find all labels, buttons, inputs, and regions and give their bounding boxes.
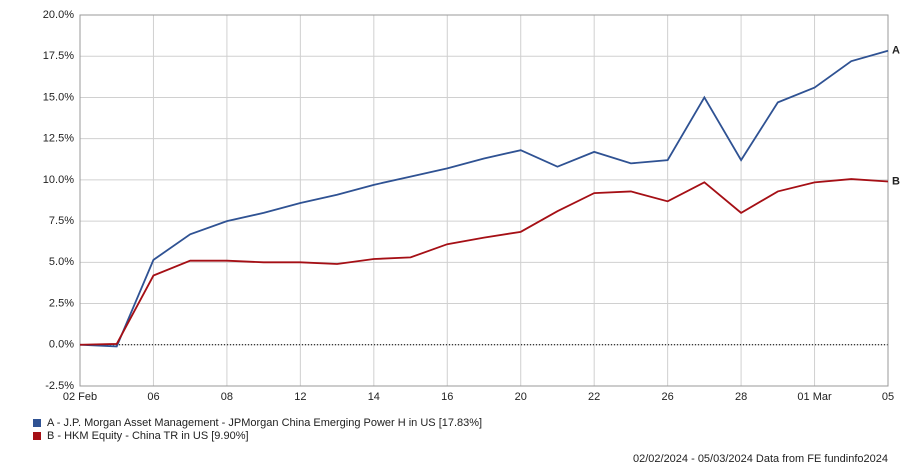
x-tick-label: 06	[147, 391, 159, 403]
x-tick-label: 26	[662, 391, 674, 403]
y-tick-label: 2.5%	[49, 297, 74, 309]
y-tick-label: 12.5%	[43, 133, 74, 145]
series-line	[79, 178, 889, 346]
x-tick-label: 16	[441, 391, 453, 403]
x-tick-label: 22	[588, 391, 600, 403]
legend-swatch	[33, 419, 41, 427]
plot-frame	[79, 14, 889, 387]
x-tick-label: 12	[294, 391, 306, 403]
x-tick-label: 14	[368, 391, 380, 403]
x-tick-label: 28	[735, 391, 747, 403]
series-line	[79, 49, 889, 348]
x-tick-label: 02 Feb	[63, 391, 97, 403]
y-tick-label: 17.5%	[43, 50, 74, 62]
y-tick-label: 7.5%	[49, 215, 74, 227]
x-tick-label: 01 Mar	[797, 391, 832, 403]
x-tick-label: 20	[515, 391, 527, 403]
x-tick-label: 08	[221, 391, 233, 403]
footer: 02/02/2024 - 05/03/2024 Data from FE fun…	[633, 453, 888, 465]
x-tick-label: 05	[882, 391, 894, 403]
legend-label: B - HKM Equity - China TR in US [9.90%]	[47, 430, 249, 442]
legend-label: A - J.P. Morgan Asset Management - JPMor…	[47, 417, 482, 429]
y-tick-label: 15.0%	[43, 91, 74, 103]
y-tick-label: 0.0%	[49, 339, 74, 351]
end-label: B	[892, 175, 900, 187]
end-label: A	[892, 45, 900, 57]
y-tick-label: 5.0%	[49, 256, 74, 268]
legend-swatch	[33, 432, 41, 440]
y-tick-label: 10.0%	[43, 174, 74, 186]
y-tick-label: 20.0%	[43, 9, 74, 21]
y-tick-label: -2.5%	[45, 380, 74, 392]
